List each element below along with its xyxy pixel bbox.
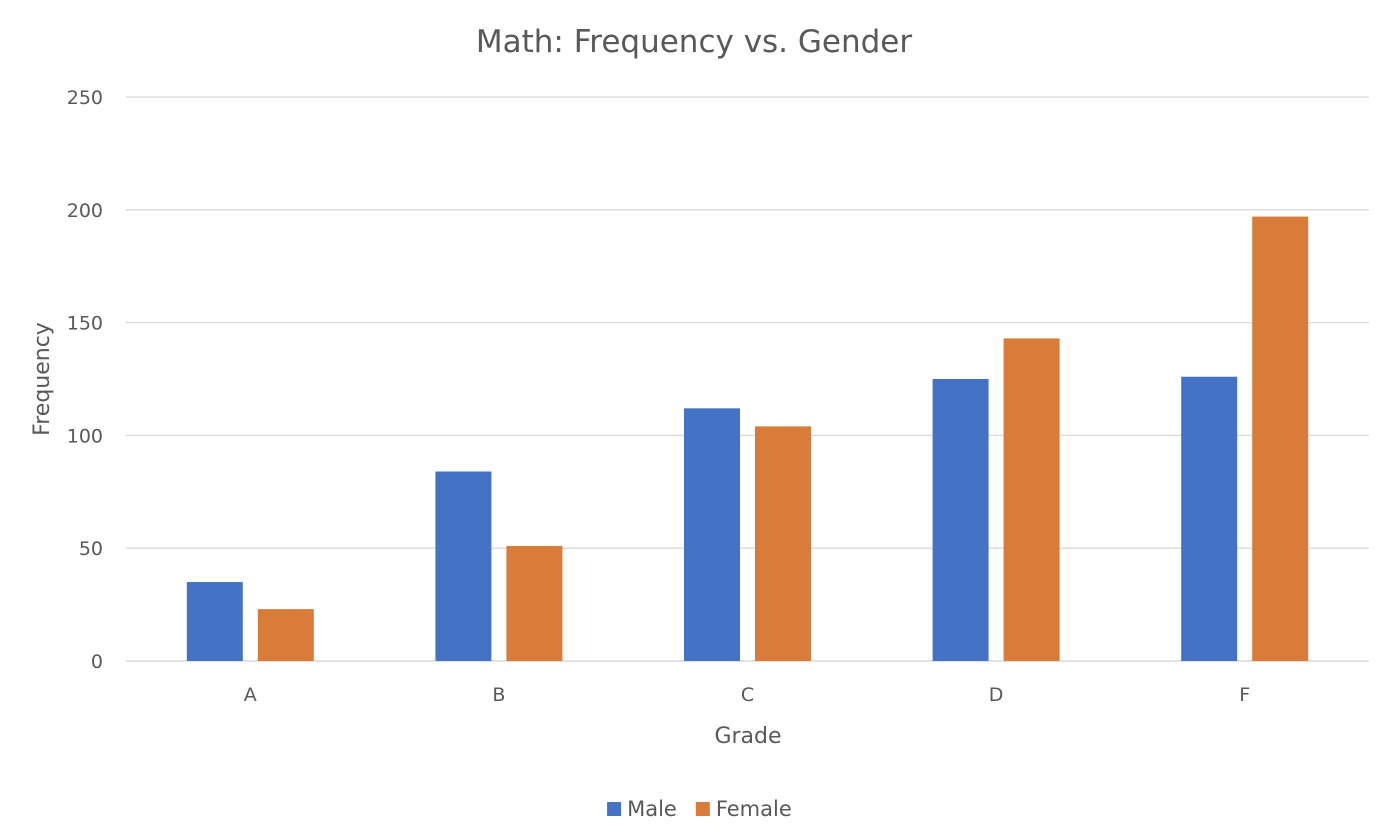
x-axis-title: Grade: [714, 724, 781, 749]
legend-item-male: Male: [607, 797, 677, 821]
x-tick-label: F: [1239, 684, 1250, 706]
legend-swatch: [607, 802, 622, 816]
bar-female-f: [1252, 216, 1309, 661]
y-tick-label: 50: [79, 538, 103, 560]
y-tick-label: 150: [67, 313, 103, 335]
legend-swatch: [695, 802, 710, 816]
x-tick-label: D: [989, 684, 1004, 706]
legend: Male Female: [607, 797, 792, 821]
y-tick-label: 200: [67, 200, 103, 222]
x-tick-label: A: [244, 684, 257, 706]
bars: [186, 216, 1309, 661]
y-axis-title: Frequency: [30, 322, 55, 436]
x-tick-label: C: [741, 684, 754, 706]
y-tick-label: 0: [91, 651, 103, 673]
bar-male-d: [932, 379, 989, 661]
bar-female-c: [755, 426, 811, 661]
y-tick-label: 100: [67, 425, 103, 447]
x-tick-label: B: [492, 684, 505, 706]
bar-female-b: [506, 545, 563, 661]
bar-male-b: [435, 471, 492, 661]
legend-label: Female: [716, 797, 792, 821]
bar-male-f: [1181, 376, 1238, 661]
bar-female-a: [257, 609, 314, 661]
bar-male-c: [684, 408, 740, 661]
y-axis-tick-labels: 0 50 100 150 200 250: [67, 87, 103, 673]
y-gridlines: [126, 96, 1369, 662]
legend-item-female: Female: [695, 797, 792, 821]
bar-male-a: [186, 582, 243, 661]
bar-female-d: [1003, 338, 1060, 661]
legend-label: Male: [627, 797, 677, 821]
chart-title: Math: Frequency vs. Gender: [476, 24, 913, 60]
y-tick-label: 250: [67, 87, 103, 109]
